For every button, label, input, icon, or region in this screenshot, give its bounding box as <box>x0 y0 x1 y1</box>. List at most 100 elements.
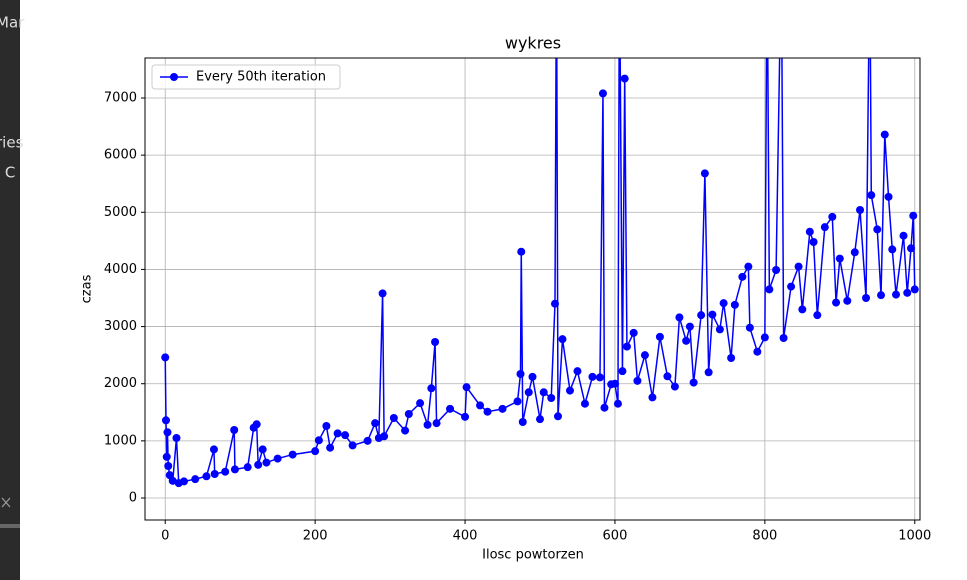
data-point <box>539 388 548 397</box>
data-point <box>648 393 657 402</box>
data-point <box>682 336 691 345</box>
data-point <box>880 130 889 139</box>
data-point <box>423 420 432 429</box>
data-point <box>432 419 441 428</box>
y-tick-label: 4000 <box>104 262 137 277</box>
data-point <box>363 436 372 445</box>
data-point <box>461 412 470 421</box>
y-tick-label: 7000 <box>104 91 137 106</box>
data-point <box>168 476 177 485</box>
x-tick-label: 0 <box>161 529 169 544</box>
data-point <box>252 420 261 429</box>
data-point <box>640 351 649 360</box>
data-point <box>161 416 170 425</box>
data-point <box>765 285 774 294</box>
data-point <box>588 372 597 381</box>
data-point <box>230 426 239 434</box>
data-point <box>401 426 410 435</box>
data-point <box>877 291 886 300</box>
y-axis-label: czas <box>80 274 95 303</box>
data-point <box>805 227 814 236</box>
data-point <box>813 311 822 320</box>
data-point <box>162 452 171 461</box>
data-point <box>620 74 629 83</box>
data-point <box>209 445 218 454</box>
data-point <box>288 450 297 459</box>
data-point <box>371 419 380 428</box>
data-point <box>909 211 918 220</box>
data-point <box>835 254 844 263</box>
sidebar <box>0 0 20 580</box>
data-point <box>314 436 323 445</box>
x-tick-label: 1000 <box>898 529 931 544</box>
data-point <box>431 338 440 346</box>
data-point <box>326 443 335 452</box>
data-point <box>598 89 607 98</box>
data-point <box>685 322 694 331</box>
data-point <box>633 376 642 385</box>
legend-marker <box>170 73 178 81</box>
data-point <box>595 373 604 382</box>
data-point <box>745 323 754 332</box>
data-point <box>675 313 684 322</box>
data-point <box>708 310 717 319</box>
data-point <box>738 272 747 281</box>
data-point <box>888 245 897 254</box>
data-point <box>727 354 736 362</box>
sidebar-text: Mar <box>0 14 25 32</box>
data-point <box>513 397 522 406</box>
data-point <box>446 404 455 413</box>
y-tick-label: 0 <box>129 491 137 506</box>
data-point <box>427 384 436 393</box>
data-point <box>719 299 728 308</box>
data-point <box>903 288 912 297</box>
data-point <box>163 428 172 437</box>
data-point <box>753 347 762 356</box>
grid <box>145 58 920 520</box>
data-point <box>164 462 173 470</box>
data-point <box>210 470 219 478</box>
data-point <box>843 296 852 305</box>
chart-title: wykres <box>505 34 561 53</box>
legend: Every 50th iteration <box>151 64 341 90</box>
data-point <box>254 460 263 469</box>
data-point <box>907 244 916 253</box>
data-point <box>179 477 188 486</box>
data-point <box>476 401 485 410</box>
data-point <box>243 463 252 472</box>
data-point <box>715 325 724 334</box>
data-point <box>828 212 837 221</box>
data-point <box>528 372 537 381</box>
x-tick-label: 200 <box>303 529 328 544</box>
data-point <box>202 472 211 481</box>
y-tick-label: 6000 <box>104 148 137 163</box>
data-point <box>230 465 239 474</box>
data-point <box>416 399 425 408</box>
data-point <box>610 379 619 388</box>
data-point <box>884 192 893 201</box>
data-point <box>867 191 876 200</box>
data-point <box>700 169 709 178</box>
data-point <box>341 431 350 440</box>
data-point <box>629 328 638 337</box>
y-tick-label: 2000 <box>104 376 137 391</box>
data-point <box>779 334 788 342</box>
data-point <box>518 418 527 426</box>
data-point <box>311 447 320 456</box>
data-point <box>787 282 796 291</box>
data-point <box>262 458 271 467</box>
data-point <box>832 298 841 307</box>
data-point <box>322 422 331 430</box>
x-tick-label: 600 <box>603 529 628 544</box>
y-tick-label: 3000 <box>104 319 137 334</box>
close-icon[interactable] <box>1 497 11 508</box>
data-point <box>498 404 507 413</box>
data-point <box>618 367 627 376</box>
data-point <box>273 454 282 463</box>
data-point <box>663 372 672 381</box>
data-point <box>910 285 919 294</box>
data-point <box>862 294 871 302</box>
data-point <box>772 266 781 274</box>
data-point <box>550 299 559 308</box>
